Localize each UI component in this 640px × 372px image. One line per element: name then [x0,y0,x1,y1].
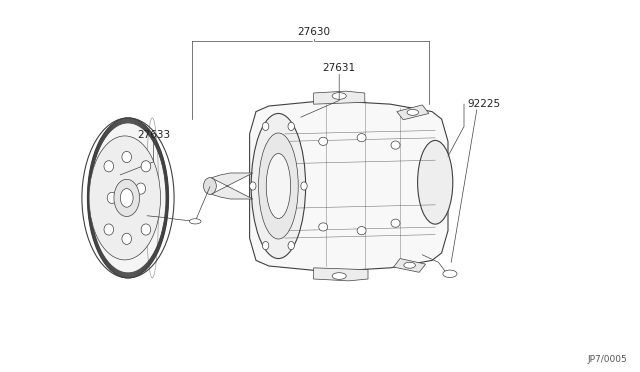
Ellipse shape [319,223,328,231]
Ellipse shape [88,118,168,278]
Ellipse shape [332,273,346,279]
Ellipse shape [141,224,151,235]
Ellipse shape [288,122,294,131]
Ellipse shape [104,161,114,172]
Text: 27631: 27631 [323,62,356,73]
Ellipse shape [404,262,415,268]
Text: 92225: 92225 [467,99,500,109]
Ellipse shape [141,161,151,172]
Ellipse shape [288,241,294,250]
Text: JP7/0005: JP7/0005 [588,355,627,364]
Polygon shape [314,91,365,104]
Ellipse shape [89,136,161,260]
Ellipse shape [114,179,140,217]
Text: 27633: 27633 [138,129,171,140]
Ellipse shape [319,137,328,145]
Ellipse shape [189,219,201,224]
Ellipse shape [120,189,133,207]
Ellipse shape [122,151,132,163]
Ellipse shape [266,153,291,219]
Ellipse shape [391,141,400,149]
Ellipse shape [418,140,453,224]
Ellipse shape [104,224,114,235]
Ellipse shape [108,192,117,203]
Ellipse shape [301,182,307,190]
Ellipse shape [443,270,457,278]
Ellipse shape [407,109,419,115]
Polygon shape [250,100,448,272]
Ellipse shape [391,219,400,227]
Polygon shape [397,105,429,120]
Ellipse shape [204,177,216,194]
Polygon shape [394,259,426,272]
Ellipse shape [251,113,306,259]
Ellipse shape [262,241,269,250]
Polygon shape [211,173,253,199]
Ellipse shape [259,133,298,239]
Ellipse shape [357,134,366,142]
Ellipse shape [136,183,146,194]
Ellipse shape [250,182,256,190]
Ellipse shape [357,227,366,235]
Ellipse shape [332,93,346,99]
Ellipse shape [262,122,269,131]
Polygon shape [314,268,368,281]
Text: 27630: 27630 [297,27,330,37]
Ellipse shape [122,233,132,244]
